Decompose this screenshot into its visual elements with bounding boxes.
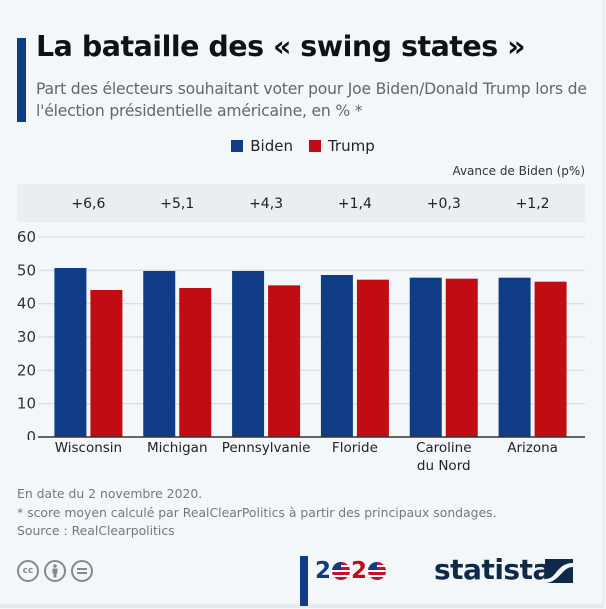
statista-logo-icon[interactable] <box>545 559 573 583</box>
legend-label-trump: Trump <box>327 137 375 155</box>
no-derivatives-icon[interactable] <box>71 560 93 582</box>
lead-value: +5,1 <box>160 196 195 212</box>
bar-biden <box>232 271 265 437</box>
bar-biden <box>409 277 442 437</box>
y-tick-label: 50 <box>17 261 36 279</box>
license-icons: cc <box>17 560 93 582</box>
bar-chart: 0 10 20 30 40 50 60 <box>17 228 585 440</box>
legend: Biden Trump <box>0 137 606 155</box>
election-2020-logo: 2 2 <box>315 558 387 584</box>
lead-value: +4,3 <box>249 196 284 212</box>
x-tick-label: Michigan <box>146 440 208 456</box>
footnotes: En date du 2 novembre 2020. * score moye… <box>17 485 497 541</box>
election-logo-bar <box>300 556 308 606</box>
lead-value: +0,3 <box>426 196 461 212</box>
lead-band <box>17 184 585 222</box>
y-tick-label: 40 <box>17 295 36 313</box>
legend-swatch-trump <box>308 140 321 152</box>
y-tick-label: 60 <box>17 228 36 246</box>
chart-subtitle: Part des électeurs souhaitant voter pour… <box>36 80 587 120</box>
lead-value: +1,4 <box>337 196 372 212</box>
bar-biden <box>320 275 353 437</box>
bar-trump <box>90 290 123 437</box>
footnote-source: Source : RealClearpolitics <box>17 523 175 538</box>
y-tick-label: 30 <box>17 328 36 346</box>
x-tick-label: Caroline du Nord <box>415 440 472 474</box>
lead-value: +6,6 <box>71 196 106 212</box>
bar-biden <box>54 268 87 437</box>
bar-trump <box>179 288 212 437</box>
bar-trump <box>356 279 389 437</box>
footnote-date: En date du 2 novembre 2020. <box>17 486 203 501</box>
bar-biden <box>143 271 176 437</box>
title-accent-bar <box>17 38 26 122</box>
flag-zero-icon <box>368 562 387 580</box>
legend-item-trump: Trump <box>308 137 375 155</box>
bar-biden <box>498 277 531 437</box>
y-tick-label: 10 <box>17 395 36 413</box>
y-tick-label: 20 <box>17 361 36 379</box>
lead-header: Avance de Biden (p%) <box>452 164 585 178</box>
logo-digit-2: 2 <box>315 558 332 584</box>
footnote-method: * score moyen calculé par RealClearPolit… <box>17 504 497 520</box>
logo-digit-2b: 2 <box>351 558 368 584</box>
bar-trump <box>534 281 567 437</box>
x-tick-label: Arizona <box>507 440 558 456</box>
cc-icon[interactable]: cc <box>17 560 39 582</box>
flag-zero-icon <box>332 562 351 580</box>
x-tick-label: Pennsylvanie <box>221 440 311 456</box>
x-tick-label: Wisconsin <box>54 440 123 456</box>
lead-value: +1,2 <box>515 196 550 212</box>
legend-label-biden: Biden <box>250 137 293 155</box>
statista-logo-text[interactable]: statista <box>434 553 551 586</box>
chart-title: La bataille des « swing states » <box>36 30 526 63</box>
attribution-icon[interactable] <box>44 560 66 582</box>
bar-trump <box>268 285 301 437</box>
legend-swatch-biden <box>231 140 244 152</box>
bar-trump <box>445 278 478 437</box>
legend-item-biden: Biden <box>231 137 293 155</box>
y-tick-label: 0 <box>26 428 36 440</box>
x-tick-label: Floride <box>331 440 378 456</box>
